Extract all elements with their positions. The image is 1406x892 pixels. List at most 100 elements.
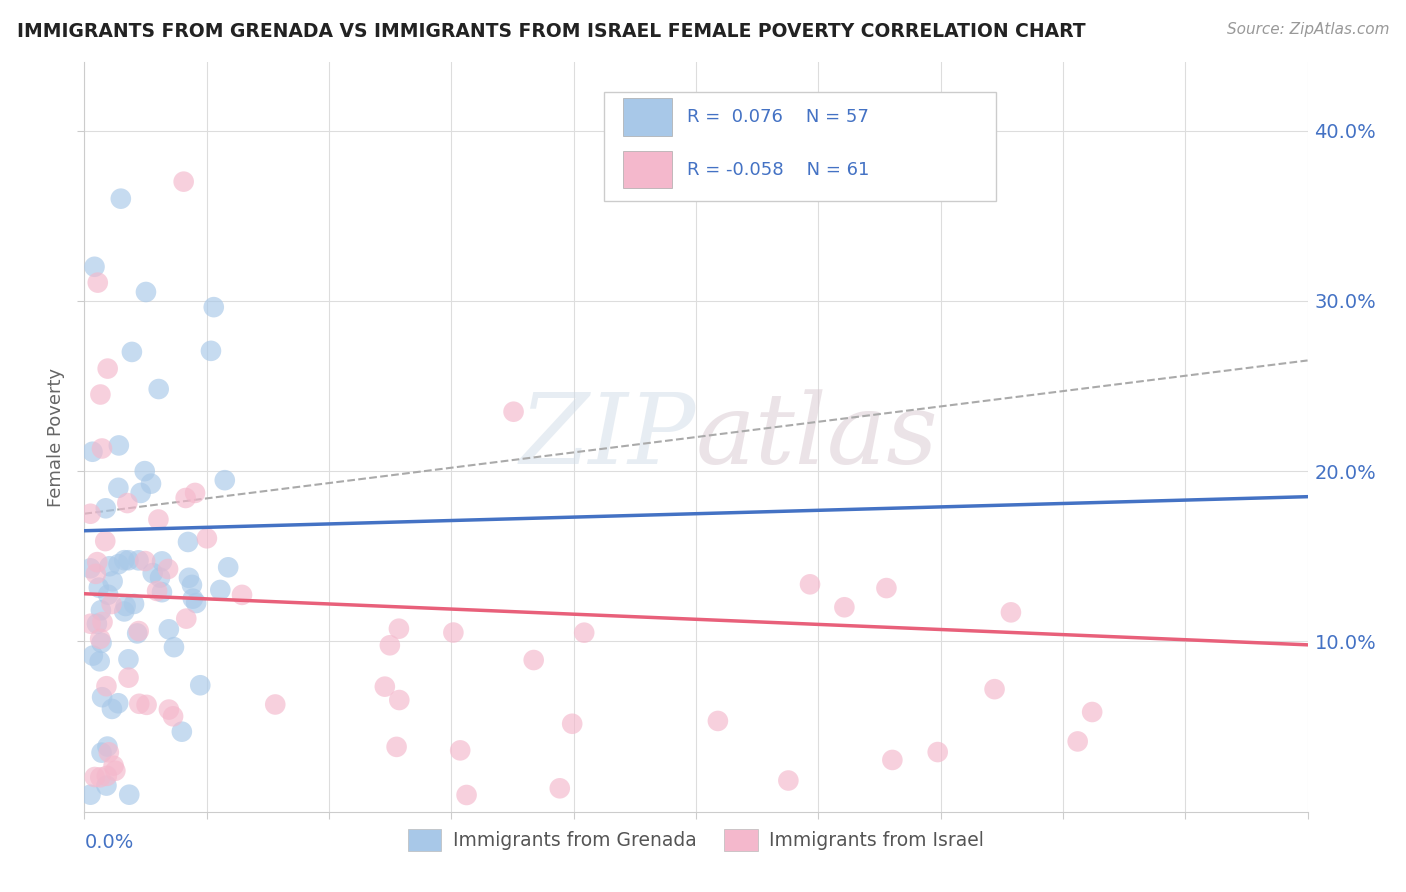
Point (146, 584, 169, 599)
Point (574, 625, 596, 640)
Point (150, 585, 173, 599)
Point (142, 566, 165, 580)
Point (163, 640, 186, 655)
Point (157, 562, 180, 576)
Point (128, 624, 150, 638)
Point (117, 671, 139, 685)
Point (118, 788, 141, 802)
Y-axis label: Female Poverty: Female Poverty (46, 368, 65, 507)
Point (79, 788, 101, 802)
FancyBboxPatch shape (605, 93, 995, 201)
Point (96, 769, 118, 783)
Point (134, 464, 156, 478)
Point (83, 770, 105, 784)
Point (214, 473, 236, 487)
Point (89, 632, 111, 646)
Point (91, 615, 114, 629)
Point (184, 486, 207, 500)
Point (561, 716, 583, 731)
Point (91, 690, 114, 705)
Point (186, 596, 208, 610)
Point (1066, 734, 1088, 748)
Point (89, 387, 111, 401)
Point (87, 276, 110, 290)
Point (170, 724, 193, 739)
Point (173, 175, 195, 189)
Point (79, 561, 101, 575)
Point (778, 773, 800, 788)
Point (927, 745, 949, 759)
Point (162, 709, 184, 723)
Point (121, 345, 143, 359)
Point (157, 702, 180, 716)
Point (82, 648, 104, 663)
Point (96, 779, 118, 793)
Point (135, 698, 157, 712)
Point (548, 781, 571, 796)
Point (112, 604, 135, 618)
FancyBboxPatch shape (623, 98, 672, 136)
Point (149, 571, 172, 585)
Point (96, 739, 118, 754)
Point (79, 507, 101, 521)
Point (139, 476, 162, 491)
Point (122, 597, 145, 611)
Point (264, 698, 287, 712)
Point (108, 438, 131, 452)
Point (799, 577, 821, 591)
Text: ZIP: ZIP (520, 390, 696, 484)
Text: 0.0%: 0.0% (84, 833, 134, 852)
Point (707, 714, 730, 728)
Point (875, 581, 897, 595)
FancyBboxPatch shape (623, 151, 672, 188)
Point (200, 343, 222, 358)
Point (94, 501, 117, 516)
Point (107, 696, 129, 710)
Point (97, 361, 120, 376)
Point (94, 534, 117, 549)
Point (103, 758, 125, 772)
Point (90, 746, 112, 760)
Text: R = -0.058    N = 61: R = -0.058 N = 61 (688, 161, 870, 178)
Point (148, 382, 170, 396)
Point (150, 554, 173, 568)
Point (148, 512, 170, 526)
Legend: Immigrants from Grenada, Immigrants from Israel: Immigrants from Grenada, Immigrants from… (401, 822, 991, 858)
Point (983, 682, 1005, 697)
Point (107, 558, 129, 572)
Point (117, 496, 139, 510)
Point (441, 625, 464, 640)
Point (82, 444, 104, 458)
Point (129, 486, 152, 500)
Point (135, 285, 157, 299)
Text: Source: ZipAtlas.com: Source: ZipAtlas.com (1226, 22, 1389, 37)
Point (128, 553, 150, 567)
Point (882, 753, 904, 767)
Point (174, 491, 197, 505)
Point (157, 622, 180, 636)
Point (101, 702, 124, 716)
Point (110, 192, 132, 206)
Point (134, 554, 156, 568)
Point (89, 770, 111, 784)
Point (86, 555, 108, 569)
Point (87, 581, 110, 595)
Point (1000, 605, 1022, 619)
Point (231, 588, 253, 602)
Point (97, 745, 120, 759)
Point (79, 616, 101, 631)
Text: IMMIGRANTS FROM GRENADA VS IMMIGRANTS FROM ISRAEL FEMALE POVERTY CORRELATION CHA: IMMIGRANTS FROM GRENADA VS IMMIGRANTS FR… (17, 22, 1085, 41)
Point (100, 597, 122, 611)
Point (86, 616, 108, 631)
Point (209, 582, 232, 597)
Point (91, 442, 114, 456)
Point (217, 560, 239, 574)
Point (1081, 705, 1104, 719)
Point (97, 588, 120, 602)
Point (449, 743, 471, 757)
Point (378, 638, 401, 652)
Point (89, 654, 111, 668)
Point (114, 599, 136, 613)
Point (177, 571, 200, 585)
Point (127, 626, 149, 640)
